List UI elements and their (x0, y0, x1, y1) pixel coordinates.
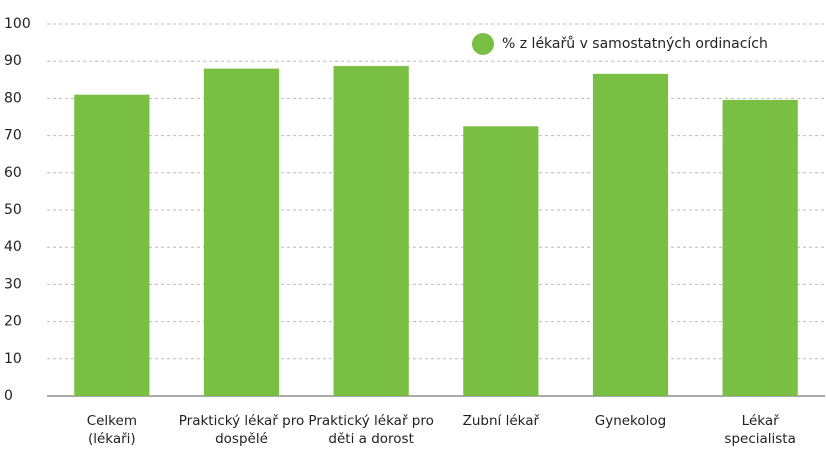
bar (74, 94, 150, 397)
x-tick-label: Celkem (lékaři) (86, 413, 137, 447)
bar (333, 66, 409, 396)
y-tick-label: 30 (4, 276, 22, 292)
y-tick-label: 50 (4, 202, 22, 218)
x-tick-label: Zubní lékař (462, 413, 540, 429)
y-tick-label: 100 (4, 16, 31, 32)
y-tick-label: 80 (4, 90, 22, 106)
bar (592, 73, 669, 397)
legend-swatch (472, 33, 494, 55)
y-tick-label: 10 (4, 351, 22, 367)
y-tick-label: 70 (4, 128, 22, 144)
bar (463, 126, 539, 397)
bar (722, 99, 798, 396)
y-tick-label: 60 (4, 165, 22, 181)
x-tick-label: Praktický lékař pro dospělé (178, 413, 305, 447)
x-tick-label: Lékař specialista (724, 413, 796, 447)
y-tick-label: 90 (4, 53, 22, 69)
x-tick-label: Gynekolog (594, 413, 667, 429)
x-tick-label: Praktický lékař pro děti a dorost (308, 413, 434, 447)
y-tick-label: 0 (4, 388, 13, 404)
y-tick-label: 40 (4, 239, 22, 255)
bar (203, 68, 280, 396)
y-tick-label: 20 (4, 314, 22, 330)
legend-label: % z lékařů v samostatných ordinacích (502, 36, 768, 52)
